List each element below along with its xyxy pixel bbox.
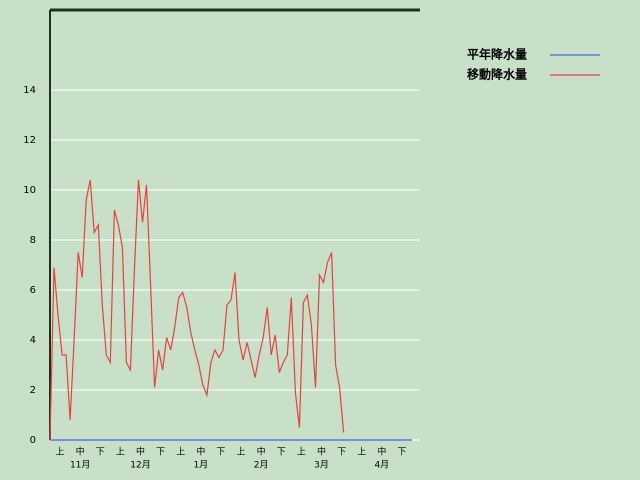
x-tick-label: 上 — [176, 447, 185, 458]
month-label: 4月 — [374, 460, 389, 471]
y-tick-label: 8 — [30, 235, 36, 246]
x-tick-label: 下 — [96, 448, 105, 458]
series-line — [49, 179, 345, 441]
x-tick-label: 下 — [277, 448, 286, 458]
x-tick-label: 中 — [317, 446, 326, 458]
y-tick-label: 10 — [23, 185, 36, 196]
month-label: 12月 — [130, 460, 150, 471]
x-tick-label: 下 — [216, 448, 225, 458]
y-tick-label: 6 — [30, 285, 36, 296]
x-tick-label: 中 — [257, 446, 266, 458]
x-tick-label: 上 — [357, 447, 366, 458]
x-tick-label: 上 — [297, 447, 306, 458]
month-label: 2月 — [254, 460, 269, 471]
month-label: 1月 — [193, 460, 208, 471]
x-tick-label: 中 — [136, 446, 145, 458]
x-tick-label: 中 — [377, 446, 386, 458]
y-tick-label: 0 — [30, 435, 36, 446]
x-tick-label: 上 — [237, 447, 246, 458]
x-tick-label: 上 — [56, 447, 65, 458]
month-label: 3月 — [314, 460, 329, 471]
x-tick-label: 上 — [116, 447, 125, 458]
y-tick-label: 12 — [23, 135, 36, 146]
x-tick-label: 中 — [76, 446, 85, 458]
x-tick-label: 中 — [196, 446, 205, 458]
month-label: 11月 — [70, 460, 90, 471]
y-tick-label: 4 — [30, 335, 36, 346]
legend-label: 平年降水量 — [467, 47, 527, 62]
x-tick-label: 下 — [156, 448, 165, 458]
x-tick-label: 下 — [337, 448, 346, 458]
y-tick-label: 14 — [23, 85, 36, 96]
y-tick-label: 2 — [30, 385, 36, 396]
legend-label: 移動降水量 — [467, 67, 527, 82]
x-tick-label: 下 — [397, 448, 406, 458]
